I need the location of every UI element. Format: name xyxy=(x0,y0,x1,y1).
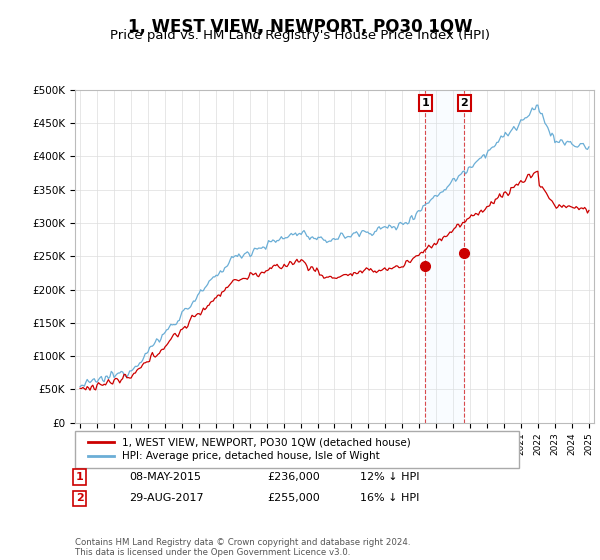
Text: 08-MAY-2015: 08-MAY-2015 xyxy=(129,472,201,482)
Text: 12% ↓ HPI: 12% ↓ HPI xyxy=(360,472,419,482)
Text: 1: 1 xyxy=(422,98,429,108)
Text: 2: 2 xyxy=(461,98,468,108)
Text: 1: 1 xyxy=(76,472,83,482)
Text: 1, WEST VIEW, NEWPORT, PO30 1QW: 1, WEST VIEW, NEWPORT, PO30 1QW xyxy=(128,18,472,36)
Text: Price paid vs. HM Land Registry's House Price Index (HPI): Price paid vs. HM Land Registry's House … xyxy=(110,29,490,42)
Text: 16% ↓ HPI: 16% ↓ HPI xyxy=(360,493,419,503)
Text: 2: 2 xyxy=(76,493,83,503)
Bar xyxy=(425,90,464,423)
Text: £255,000: £255,000 xyxy=(267,493,320,503)
Text: Contains HM Land Registry data © Crown copyright and database right 2024.
This d: Contains HM Land Registry data © Crown c… xyxy=(75,538,410,557)
Text: 29-AUG-2017: 29-AUG-2017 xyxy=(129,493,203,503)
Text: £236,000: £236,000 xyxy=(267,472,320,482)
Legend: 1, WEST VIEW, NEWPORT, PO30 1QW (detached house), HPI: Average price, detached h: 1, WEST VIEW, NEWPORT, PO30 1QW (detache… xyxy=(85,434,414,465)
